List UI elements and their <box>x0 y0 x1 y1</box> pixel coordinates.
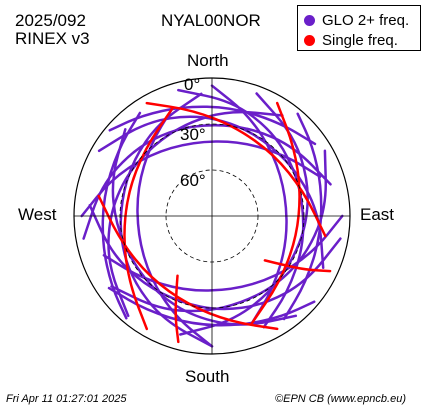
satellite-track-1 <box>179 92 309 336</box>
elevation-label-30: 30° <box>180 125 206 144</box>
elevation-label-0: 0° <box>184 75 201 94</box>
satellite-track-13 <box>282 112 323 321</box>
satellite-tracks <box>80 84 344 348</box>
north-label: North <box>187 51 229 70</box>
satellite-track-15 <box>101 111 142 320</box>
satellite-track-11 <box>136 106 214 348</box>
legend: GLO 2+ freq. Single freq. <box>297 5 421 51</box>
satellite-track-17 <box>250 101 301 326</box>
satellite-track-10 <box>102 214 344 292</box>
station-name: NYAL00NOR <box>161 11 261 30</box>
legend-label-glo: GLO 2+ freq. <box>322 12 410 29</box>
satellite-track-16 <box>108 105 317 146</box>
legend-item-glo: GLO 2+ freq. <box>304 12 409 29</box>
skyplot-grid <box>73 77 351 355</box>
satellite-track-21 <box>263 259 332 273</box>
satellite-track-22 <box>174 274 180 344</box>
south-label: South <box>185 367 230 386</box>
satellite-track-14 <box>107 286 316 327</box>
timestamp: Fri Apr 11 01:27:01 2025 <box>6 393 127 405</box>
satellite-track-7 <box>82 124 332 240</box>
legend-swatch-single <box>304 35 315 46</box>
satellite-track-12 <box>80 140 322 218</box>
legend-label-single: Single freq. <box>322 32 398 49</box>
legend-swatch-glo <box>304 15 315 26</box>
legend-item-single: Single freq. <box>304 32 398 49</box>
satellite-track-18 <box>97 194 279 331</box>
date-label: 2025/092 <box>15 11 86 30</box>
west-label: West <box>18 205 57 224</box>
satellite-track-9 <box>210 84 288 326</box>
satellite-track-4 <box>111 128 298 326</box>
format-label: RINEX v3 <box>15 29 90 48</box>
east-label: East <box>360 205 395 224</box>
satellite-track-19 <box>123 106 174 331</box>
elevation-label-60: 60° <box>180 171 206 190</box>
credit: ©EPN CB (www.epncb.eu) <box>275 393 406 405</box>
satellite-track-20 <box>145 101 327 238</box>
